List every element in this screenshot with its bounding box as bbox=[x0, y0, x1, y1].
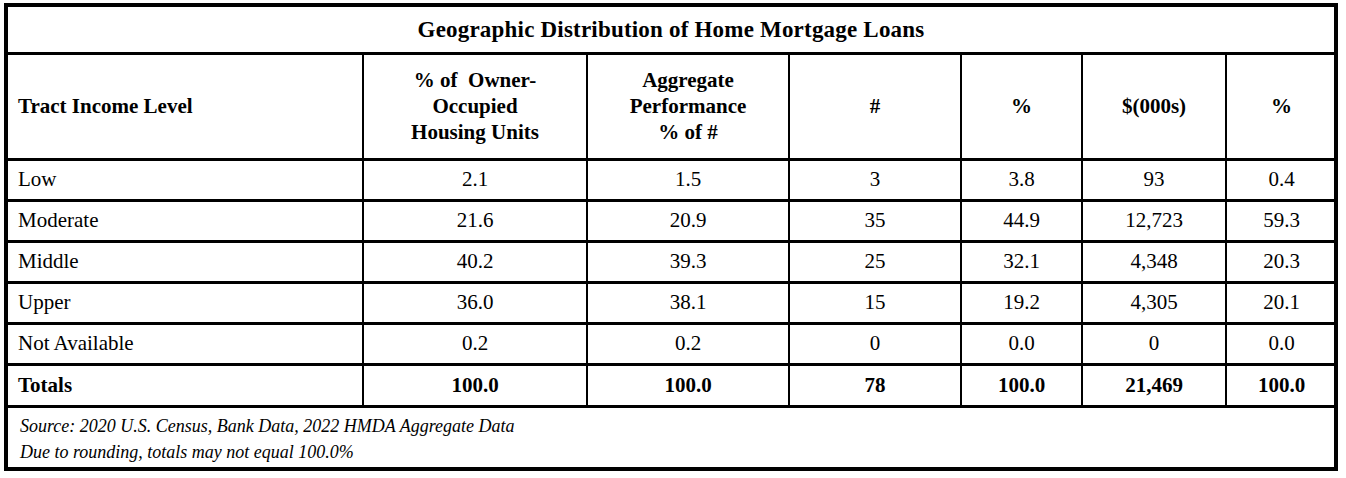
table-title: Geographic Distribution of Home Mortgage… bbox=[8, 7, 1334, 55]
footnotes: Source: 2020 U.S. Census, Bank Data, 202… bbox=[8, 405, 1334, 469]
header-row: Tract Income Level % of Owner- Occupied … bbox=[8, 55, 1336, 159]
cell-value: 35 bbox=[789, 200, 961, 241]
cell-value: 3.8 bbox=[961, 159, 1082, 200]
row-label: Not Available bbox=[8, 323, 363, 364]
cell-value: 100.0 bbox=[961, 364, 1082, 405]
cell-value: 32.1 bbox=[961, 241, 1082, 282]
row-label: Middle bbox=[8, 241, 363, 282]
footnote-source: Source: 2020 U.S. Census, Bank Data, 202… bbox=[20, 413, 1324, 439]
cell-value: 12,723 bbox=[1082, 200, 1226, 241]
col-header-dollars: $(000s) bbox=[1082, 55, 1226, 159]
table-row-upper: Upper 36.0 38.1 15 19.2 4,305 20.1 bbox=[8, 282, 1336, 323]
col-header-tract-income-level: Tract Income Level bbox=[8, 55, 363, 159]
cell-value: 0 bbox=[789, 323, 961, 364]
row-label: Totals bbox=[8, 364, 363, 405]
cell-value: 40.2 bbox=[363, 241, 587, 282]
table-row-low: Low 2.1 1.5 3 3.8 93 0.4 bbox=[8, 159, 1336, 200]
data-table: Tract Income Level % of Owner- Occupied … bbox=[8, 55, 1336, 405]
cell-value: 15 bbox=[789, 282, 961, 323]
cell-value: 0 bbox=[1082, 323, 1226, 364]
cell-value: 1.5 bbox=[587, 159, 789, 200]
cell-value: 93 bbox=[1082, 159, 1226, 200]
cell-value: 0.0 bbox=[961, 323, 1082, 364]
cell-value: 25 bbox=[789, 241, 961, 282]
cell-value: 38.1 bbox=[587, 282, 789, 323]
cell-value: 20.9 bbox=[587, 200, 789, 241]
cell-value: 4,348 bbox=[1082, 241, 1226, 282]
cell-value: 39.3 bbox=[587, 241, 789, 282]
cell-value: 0.4 bbox=[1226, 159, 1336, 200]
row-label: Moderate bbox=[8, 200, 363, 241]
col-header-aggregate-performance: Aggregate Performance % of # bbox=[587, 55, 789, 159]
cell-value: 20.3 bbox=[1226, 241, 1336, 282]
cell-value: 0.0 bbox=[1226, 323, 1336, 364]
table-row-moderate: Moderate 21.6 20.9 35 44.9 12,723 59.3 bbox=[8, 200, 1336, 241]
cell-value: 0.2 bbox=[587, 323, 789, 364]
mortgage-distribution-table: Geographic Distribution of Home Mortgage… bbox=[4, 3, 1338, 471]
row-label: Upper bbox=[8, 282, 363, 323]
cell-value: 21,469 bbox=[1082, 364, 1226, 405]
cell-value: 59.3 bbox=[1226, 200, 1336, 241]
cell-value: 3 bbox=[789, 159, 961, 200]
table-row-totals: Totals 100.0 100.0 78 100.0 21,469 100.0 bbox=[8, 364, 1336, 405]
col-header-owner-occupied-units: % of Owner- Occupied Housing Units bbox=[363, 55, 587, 159]
cell-value: 44.9 bbox=[961, 200, 1082, 241]
cell-value: 0.2 bbox=[363, 323, 587, 364]
cell-value: 36.0 bbox=[363, 282, 587, 323]
table-row-not-available: Not Available 0.2 0.2 0 0.0 0 0.0 bbox=[8, 323, 1336, 364]
cell-value: 100.0 bbox=[1226, 364, 1336, 405]
table-row-middle: Middle 40.2 39.3 25 32.1 4,348 20.3 bbox=[8, 241, 1336, 282]
cell-value: 20.1 bbox=[1226, 282, 1336, 323]
cell-value: 100.0 bbox=[587, 364, 789, 405]
col-header-count: # bbox=[789, 55, 961, 159]
cell-value: 19.2 bbox=[961, 282, 1082, 323]
cell-value: 21.6 bbox=[363, 200, 587, 241]
col-header-dollars-percent: % bbox=[1226, 55, 1336, 159]
footnote-rounding: Due to rounding, totals may not equal 10… bbox=[20, 439, 1324, 465]
row-label: Low bbox=[8, 159, 363, 200]
cell-value: 100.0 bbox=[363, 364, 587, 405]
cell-value: 4,305 bbox=[1082, 282, 1226, 323]
cell-value: 2.1 bbox=[363, 159, 587, 200]
col-header-count-percent: % bbox=[961, 55, 1082, 159]
cell-value: 78 bbox=[789, 364, 961, 405]
